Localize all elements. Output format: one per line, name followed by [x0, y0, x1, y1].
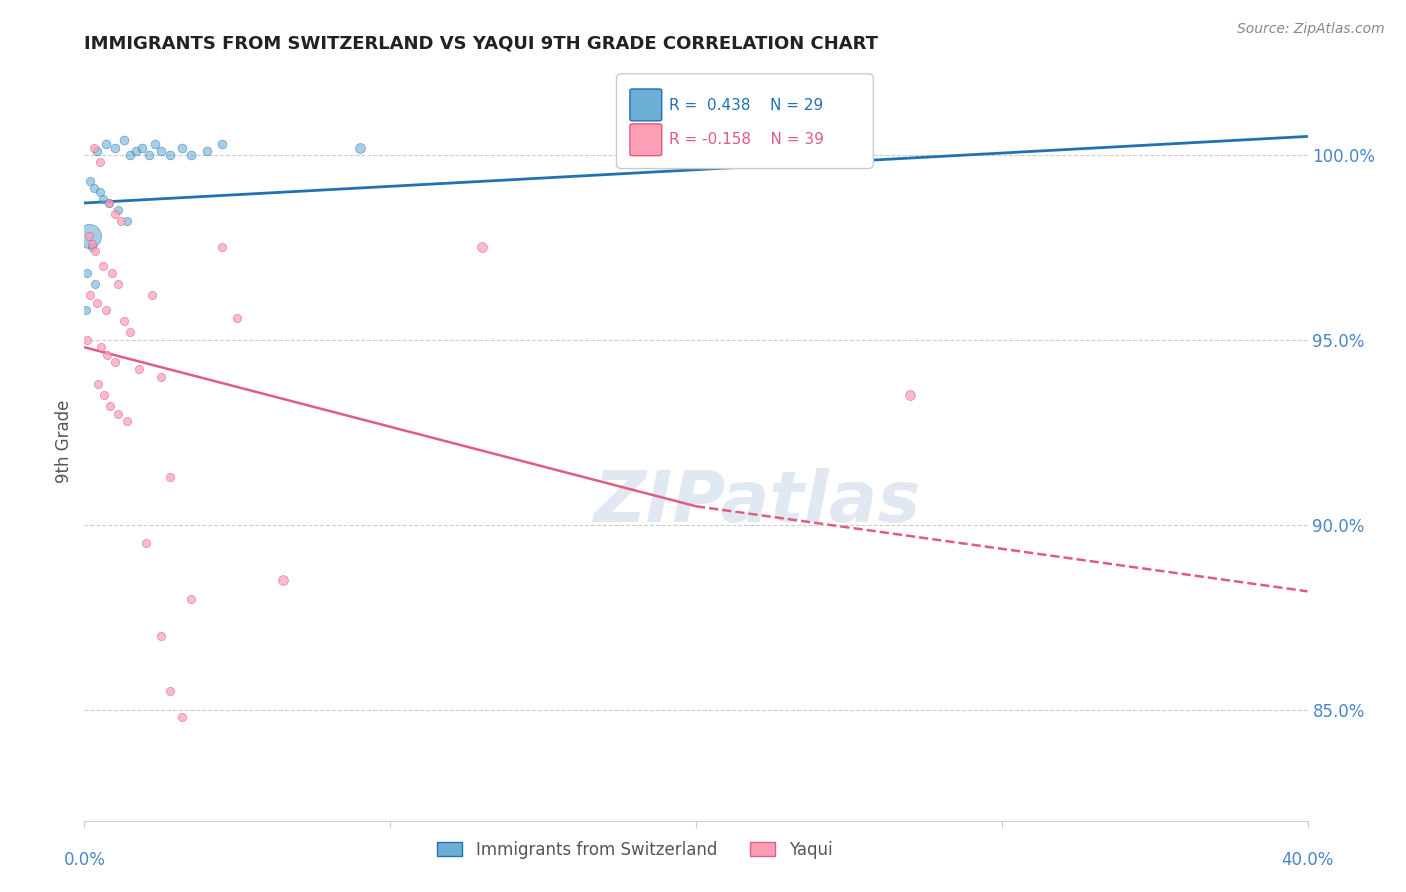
Point: [159, 148, 181, 162]
Point: [112, 314, 135, 328]
Point: [83, 181, 105, 195]
Point: [83, 140, 105, 154]
Point: [79, 288, 101, 302]
Point: [131, 140, 153, 154]
Point: [115, 214, 138, 228]
FancyBboxPatch shape: [616, 74, 873, 169]
Point: [86, 145, 108, 159]
Point: [80, 240, 103, 254]
Legend: Immigrants from Switzerland, Yaqui: Immigrants from Switzerland, Yaqui: [430, 834, 839, 865]
Point: [120, 148, 142, 162]
Point: [211, 136, 233, 151]
Point: [128, 362, 150, 376]
Point: [125, 145, 148, 159]
Point: [90, 340, 112, 354]
Point: [159, 469, 181, 483]
Point: [79, 174, 101, 188]
Point: [271, 573, 294, 587]
Point: [84, 277, 107, 292]
Point: [97, 196, 120, 211]
Point: [107, 277, 129, 292]
Point: [86, 296, 108, 310]
FancyBboxPatch shape: [630, 124, 662, 156]
Y-axis label: 9th Grade: 9th Grade: [55, 400, 73, 483]
Point: [89, 155, 111, 169]
Point: [93, 388, 115, 402]
Point: [149, 629, 172, 643]
Point: [172, 710, 194, 724]
Point: [172, 140, 194, 154]
Point: [104, 207, 127, 221]
Point: [159, 684, 181, 698]
Point: [91, 259, 114, 273]
Point: [84, 244, 107, 258]
Point: [77, 229, 100, 244]
Text: IMMIGRANTS FROM SWITZERLAND VS YAQUI 9TH GRADE CORRELATION CHART: IMMIGRANTS FROM SWITZERLAND VS YAQUI 9TH…: [84, 35, 879, 53]
Point: [96, 348, 118, 362]
Point: [77, 229, 100, 244]
Point: [76, 333, 98, 347]
Point: [98, 400, 121, 414]
Point: [898, 388, 921, 402]
Point: [97, 196, 120, 211]
Point: [101, 266, 124, 280]
Text: 40.0%: 40.0%: [1281, 851, 1334, 869]
Point: [87, 377, 110, 392]
Point: [76, 266, 98, 280]
Point: [112, 133, 135, 147]
Point: [180, 591, 202, 606]
Point: [349, 140, 371, 154]
Point: [149, 145, 172, 159]
Point: [80, 236, 103, 251]
Point: [104, 140, 127, 154]
FancyBboxPatch shape: [630, 89, 662, 120]
Point: [110, 214, 132, 228]
Text: R = -0.158    N = 39: R = -0.158 N = 39: [669, 132, 824, 147]
Point: [94, 303, 117, 318]
Point: [149, 369, 172, 384]
Point: [89, 185, 111, 199]
Point: [143, 136, 166, 151]
Point: [747, 148, 769, 162]
Point: [91, 192, 114, 206]
Point: [107, 407, 129, 421]
Point: [211, 240, 233, 254]
Text: 0.0%: 0.0%: [63, 851, 105, 869]
Text: ZIPatlas: ZIPatlas: [593, 467, 921, 537]
Point: [226, 310, 249, 325]
Text: Source: ZipAtlas.com: Source: ZipAtlas.com: [1237, 22, 1385, 37]
Point: [138, 148, 160, 162]
Point: [135, 536, 157, 550]
Text: R =  0.438    N = 29: R = 0.438 N = 29: [669, 98, 824, 113]
Point: [141, 288, 163, 302]
Point: [94, 136, 117, 151]
Point: [120, 326, 142, 340]
Point: [107, 203, 129, 218]
Point: [104, 355, 127, 369]
Point: [195, 145, 218, 159]
Point: [115, 414, 138, 428]
Point: [75, 303, 97, 318]
Point: [180, 148, 202, 162]
Point: [471, 240, 494, 254]
